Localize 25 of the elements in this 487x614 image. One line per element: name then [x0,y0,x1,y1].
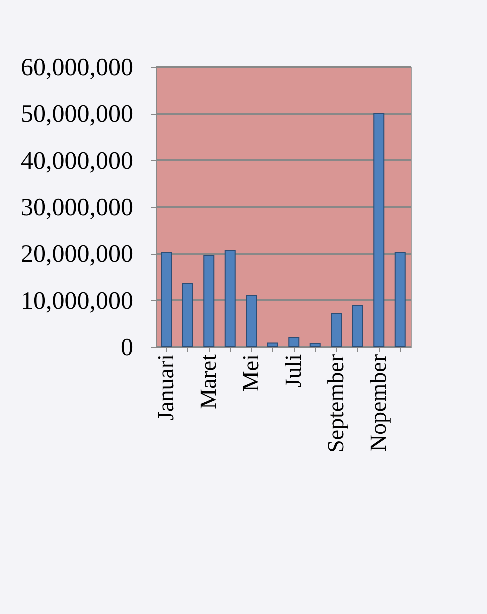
x-tick-label: Nopember [366,354,392,452]
x-tick-label: September [324,354,349,453]
bar [204,256,215,348]
x-tick-label: Juli [281,354,306,388]
bar [352,304,364,348]
bar [394,252,406,348]
bar [331,313,342,348]
bar [374,113,385,348]
y-tick-label: 20,000,000 [21,241,134,268]
y-tick-label: 30,000,000 [21,194,134,222]
bar [161,252,172,348]
bar [182,284,194,348]
bar [267,342,278,348]
y-tick-label: 0 [121,334,134,362]
x-tick-label: Mei [238,354,264,392]
bar [224,250,236,348]
bar [288,337,300,348]
bar [246,295,258,348]
y-tick-label: 40,000,000 [21,148,134,175]
x-tick-label: Januari [154,354,179,421]
x-tick-label: Maret [196,354,222,410]
y-tick-label: 10,000,000 [21,288,134,315]
bar [310,343,321,348]
y-tick-label: 50,000,000 [21,101,134,128]
y-tick-label: 60,000,000 [21,54,134,82]
